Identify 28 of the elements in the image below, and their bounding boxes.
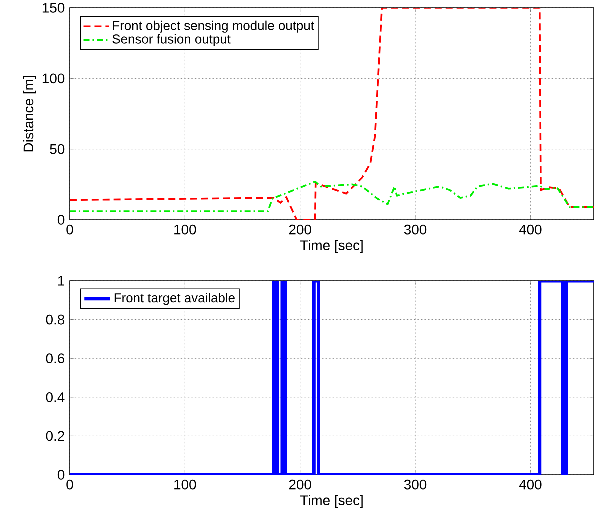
x-tick-label: 100 (174, 480, 196, 490)
x-tick-label: 300 (404, 224, 427, 235)
line-series (70, 8, 594, 220)
legend-label: Front target available (114, 293, 235, 306)
x-tick-label: 300 (404, 480, 427, 490)
legend-label: Front object sensing module output (113, 20, 314, 33)
x-tick-label: 200 (289, 224, 312, 235)
y-tick-label: 1 (58, 276, 64, 286)
y-tick-label: 50 (50, 144, 65, 154)
y-tick-label: 0.6 (46, 354, 65, 364)
legend-label: Sensor fusion output (112, 34, 231, 46)
y-tick-label: 100 (42, 74, 65, 84)
x-tick-label: 400 (519, 224, 542, 235)
y-tick-label: 0.2 (46, 431, 64, 442)
x-tick-label: 0 (66, 480, 74, 490)
x-tick-label: 400 (519, 480, 542, 490)
y-tick-label: 0.8 (46, 314, 65, 325)
y-axis-title: Distance [m] (23, 76, 36, 152)
x-tick-label: 0 (66, 224, 74, 235)
y-tick-label: 150 (42, 3, 65, 13)
x-tick-label: 200 (289, 480, 312, 490)
y-tick-label: 0.4 (46, 392, 65, 402)
y-tick-label: 0 (58, 215, 65, 225)
x-axis-title: Time [sec] (300, 240, 363, 254)
x-axis-title: Time [sec] (300, 495, 363, 508)
x-tick-label: 100 (174, 224, 196, 235)
line-series (70, 180, 594, 212)
y-tick-label: 0 (58, 470, 65, 480)
